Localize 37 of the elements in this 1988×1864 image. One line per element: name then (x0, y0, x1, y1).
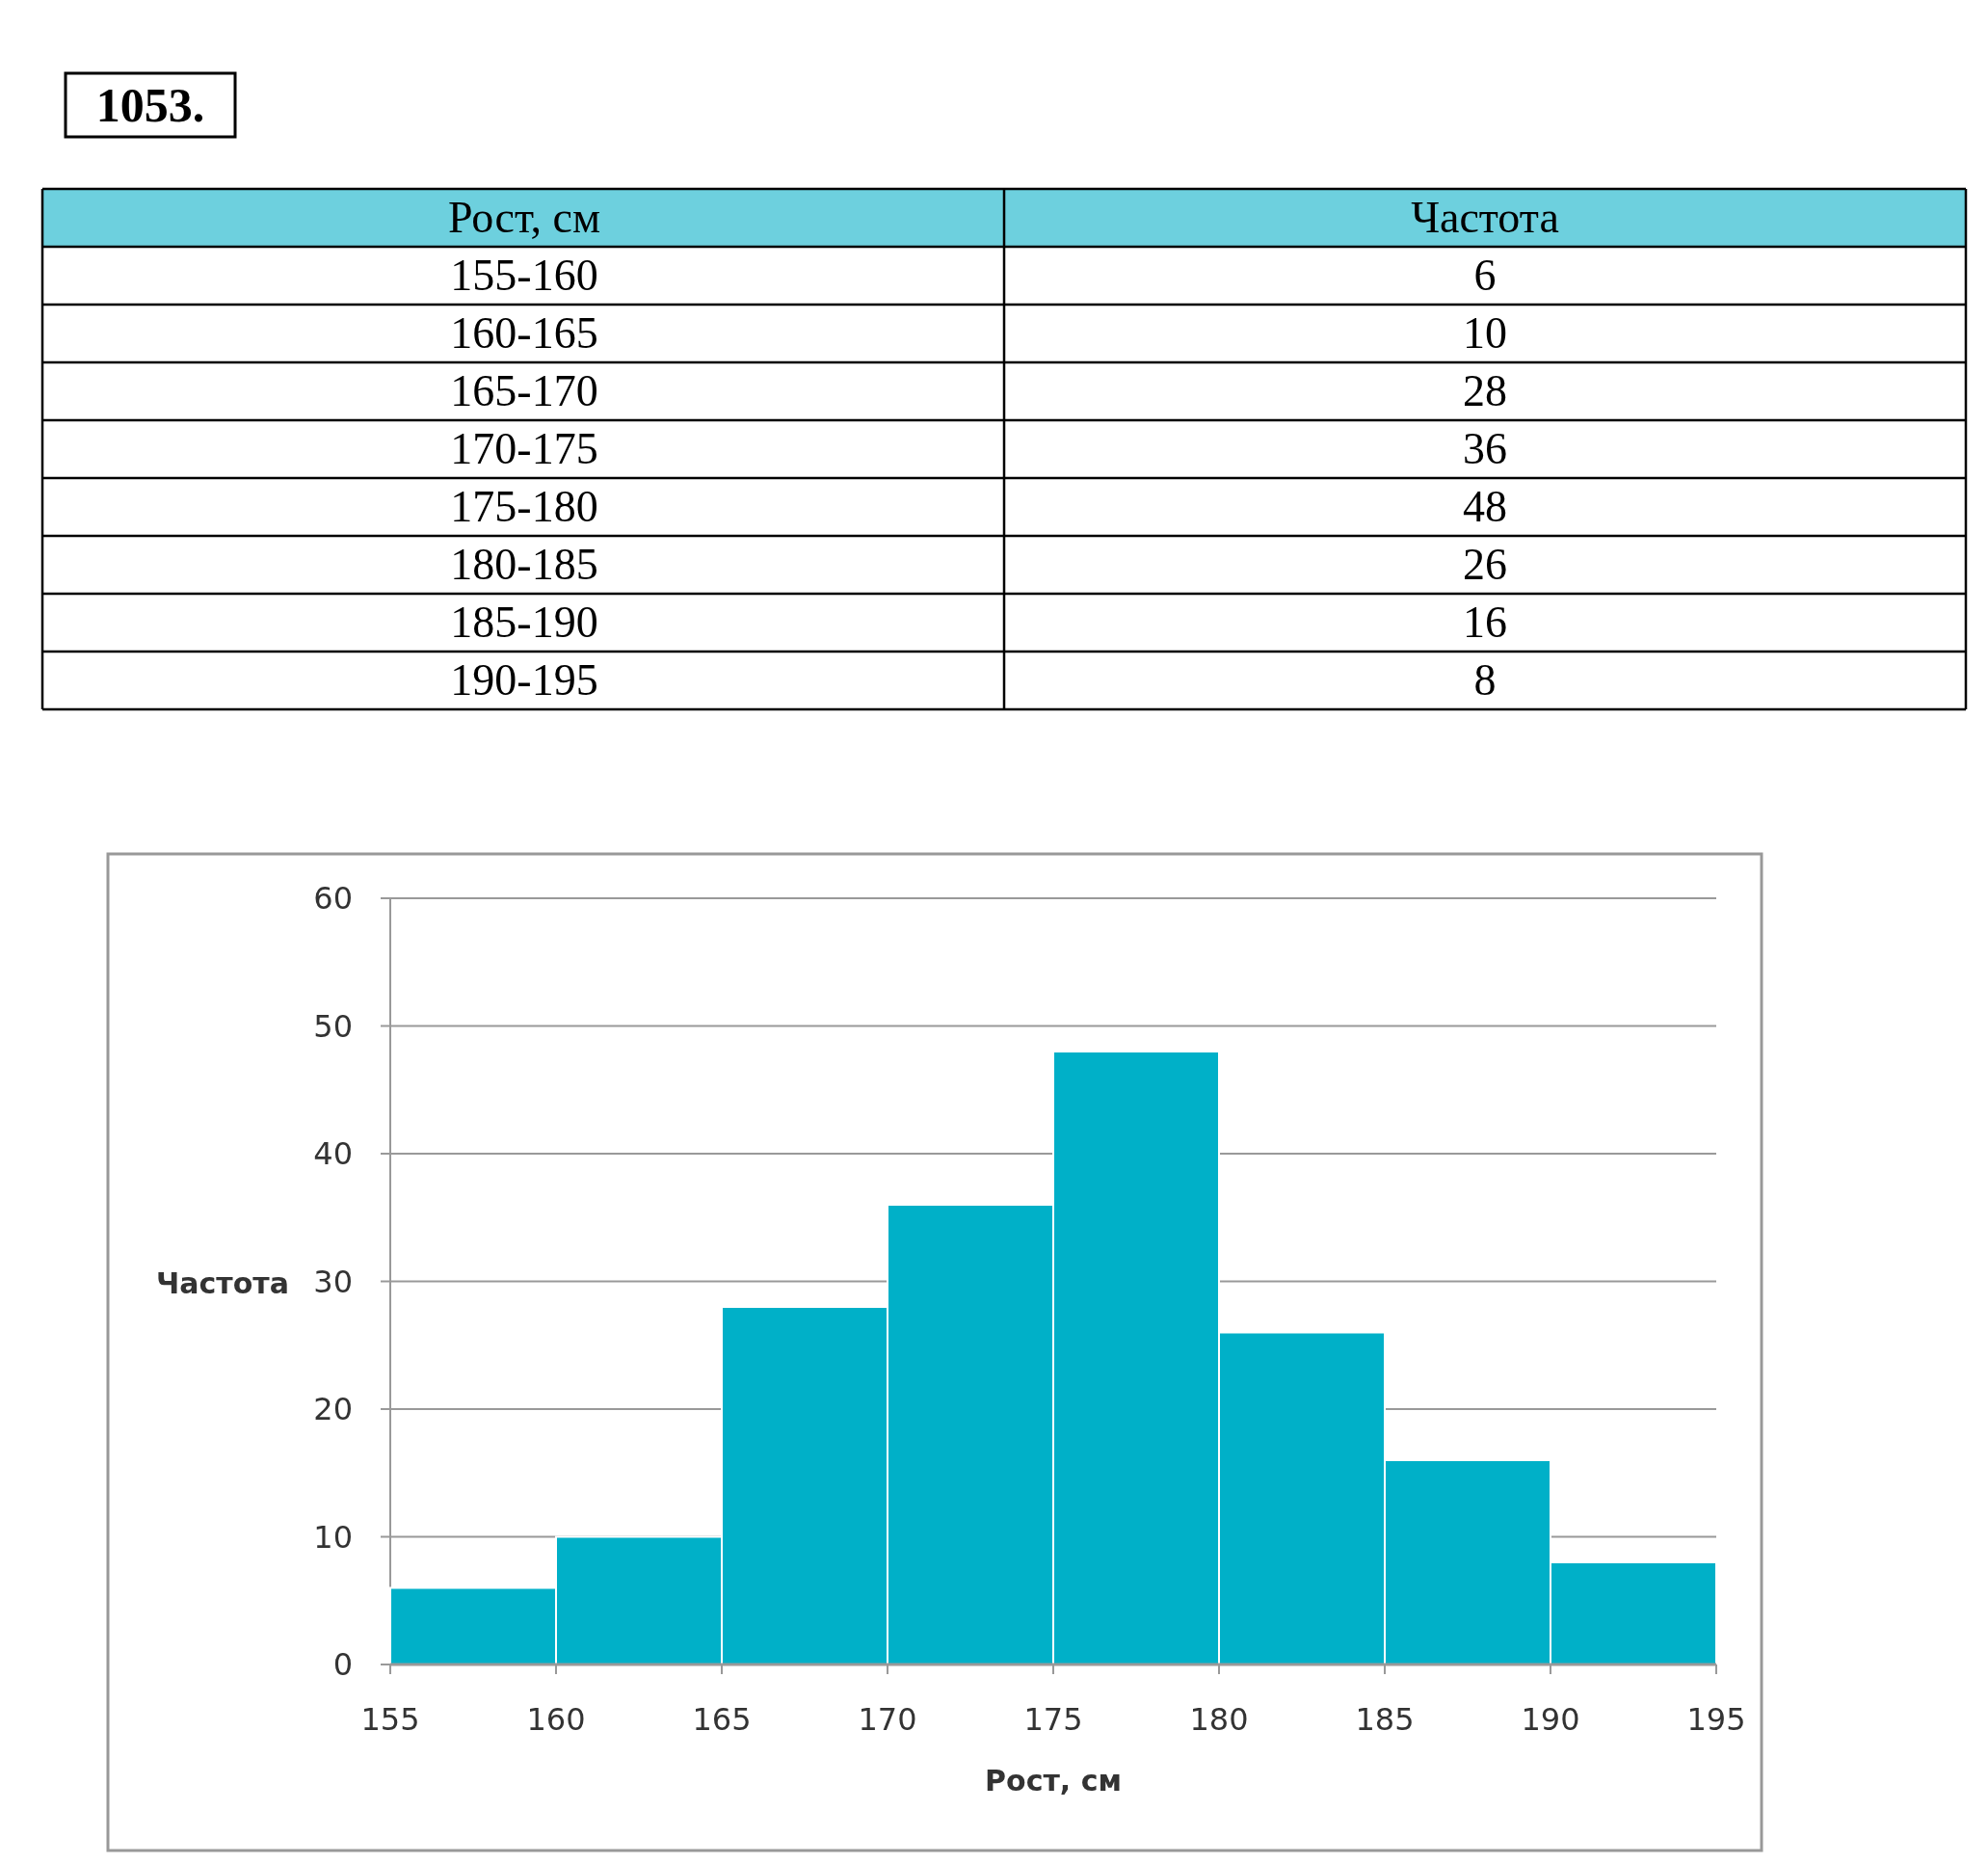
data-label: 48 (1463, 482, 1507, 531)
x-tick-label: 180 (1189, 1701, 1249, 1738)
x-tick-label: 190 (1521, 1701, 1580, 1738)
category-label: 170-175 (450, 424, 598, 473)
x-axis-title: Рост, см (985, 1764, 1122, 1797)
y-tick-label: 10 (313, 1518, 353, 1556)
x-tick-label: 170 (858, 1701, 917, 1738)
data-label: 28 (1463, 366, 1507, 415)
data-label: 10 (1463, 308, 1507, 358)
y-tick-label: 40 (313, 1135, 353, 1172)
x-tick-label: 165 (692, 1701, 752, 1738)
data-label: 16 (1463, 598, 1507, 647)
y-tick-label: 0 (332, 1646, 353, 1683)
y-tick-label: 50 (313, 1007, 353, 1045)
text: 1053. (95, 78, 205, 132)
x-tick-label: 175 (1023, 1701, 1083, 1738)
category-label: 155-160 (450, 251, 598, 300)
category-label: 175-180 (450, 482, 598, 531)
y-tick-label: 20 (313, 1391, 353, 1427)
category-label: 180-185 (450, 540, 598, 589)
x-tick-label: 155 (360, 1701, 420, 1738)
x-tick-label: 195 (1686, 1701, 1746, 1738)
x-tick-label: 185 (1355, 1701, 1415, 1738)
category-label: 160-165 (450, 308, 598, 358)
y-tick-label: 30 (313, 1263, 353, 1300)
data-label: 26 (1463, 540, 1507, 589)
category-label: 185-190 (450, 598, 598, 647)
data-label: 36 (1463, 424, 1507, 473)
text: Рост, см (447, 193, 601, 242)
text: Частота (1411, 193, 1559, 242)
y-axis-title: Частота (156, 1266, 289, 1300)
category-label: 190-195 (450, 655, 598, 705)
data-label: 8 (1473, 655, 1497, 705)
category-label: 165-170 (450, 366, 598, 415)
y-tick-label: 60 (313, 880, 353, 917)
x-tick-label: 160 (526, 1701, 586, 1738)
data-label: 6 (1473, 251, 1497, 300)
